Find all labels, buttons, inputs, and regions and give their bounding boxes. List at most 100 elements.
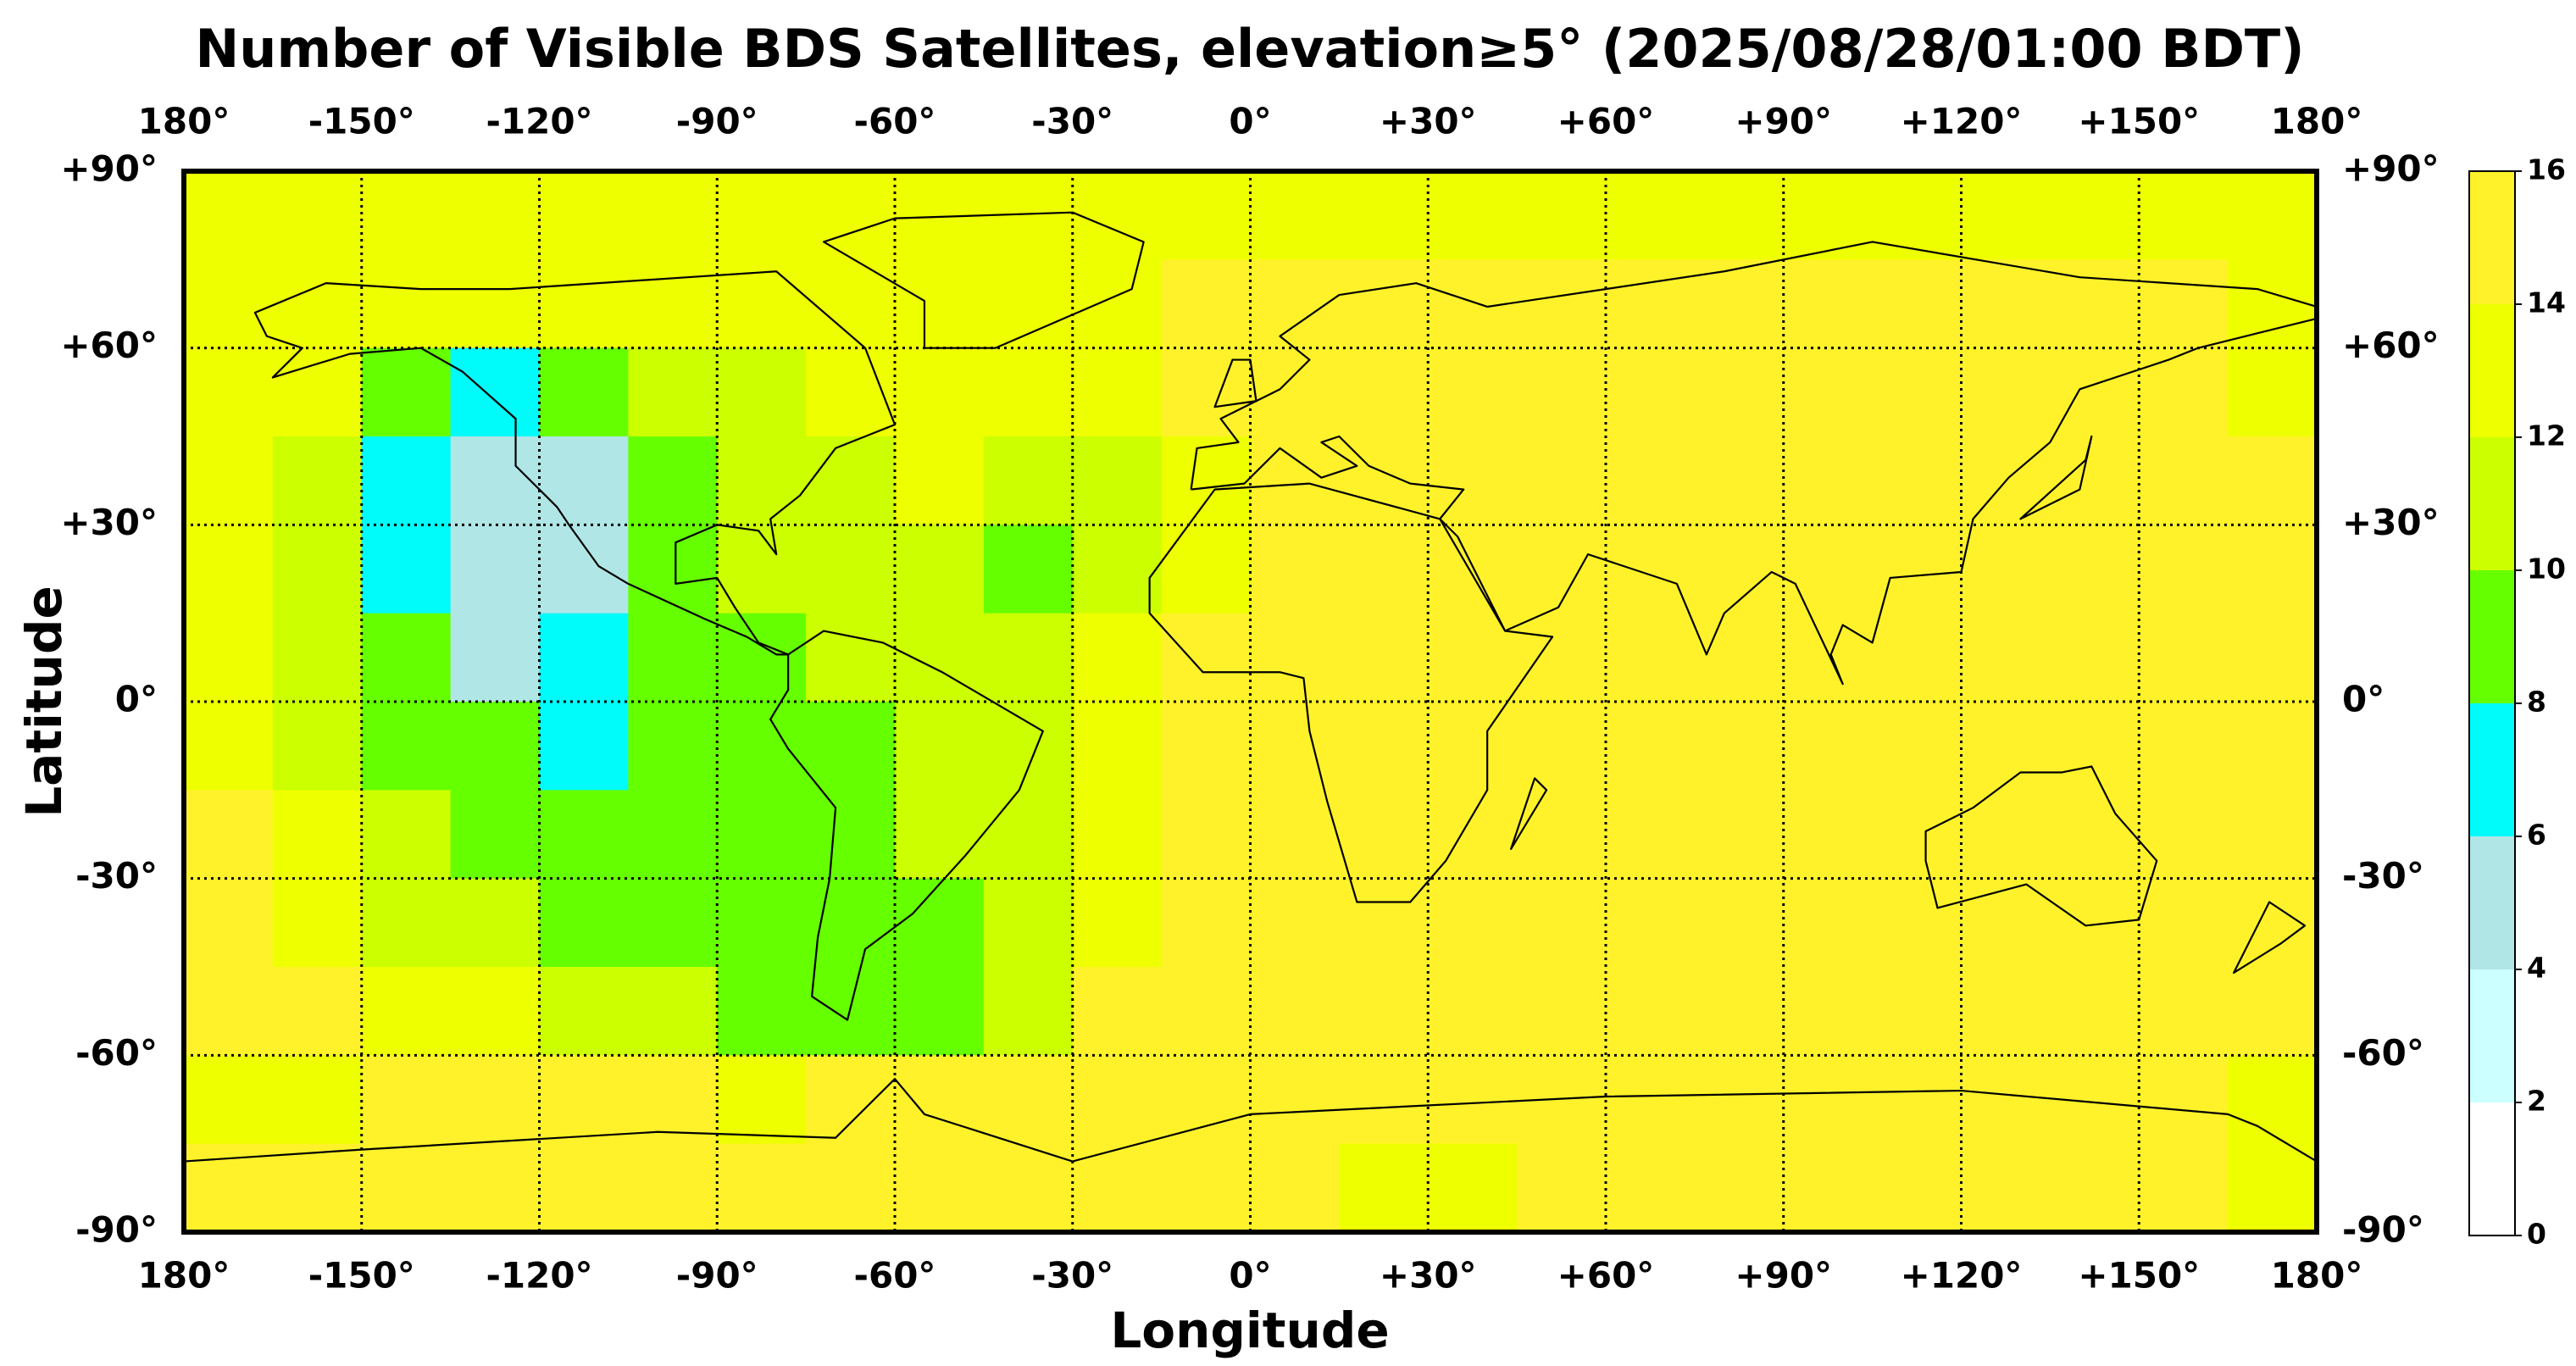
cell xyxy=(2228,436,2318,525)
cell xyxy=(1339,790,1429,880)
cell xyxy=(1072,878,1163,968)
cell xyxy=(1161,525,1252,614)
cell xyxy=(1428,967,1518,1056)
x-tick-label: +90° xyxy=(1735,101,1832,142)
cell xyxy=(2050,702,2140,791)
cell xyxy=(2139,1143,2229,1233)
cell xyxy=(361,878,452,968)
cell xyxy=(983,702,1074,791)
cell xyxy=(983,1143,1074,1233)
x-tick-label: +150° xyxy=(2078,101,2200,142)
map-frame xyxy=(181,169,2319,1235)
cell xyxy=(1517,347,1607,437)
tick-labels: 180° 180° -150° -150° -120° -120° -90° -90° -60°… xyxy=(60,101,2439,1297)
cell xyxy=(1872,1055,1963,1145)
cell xyxy=(1339,1143,1429,1233)
cell xyxy=(1072,259,1163,349)
cell xyxy=(1961,790,2051,880)
cell xyxy=(717,613,807,702)
cell xyxy=(1072,1143,1163,1233)
cell xyxy=(450,1143,541,1233)
colorbar-bin xyxy=(2469,969,2515,1102)
cell xyxy=(1872,702,1963,791)
cell xyxy=(539,702,629,791)
y-tick-label: -30° xyxy=(75,855,158,897)
cell xyxy=(450,613,541,702)
cell xyxy=(184,436,274,525)
cell xyxy=(450,525,541,614)
cell xyxy=(1694,1055,1785,1145)
cell xyxy=(2139,878,2229,968)
cell xyxy=(2139,702,2229,791)
cell xyxy=(450,702,541,791)
cell xyxy=(628,790,718,880)
cell xyxy=(1872,347,1963,437)
cell xyxy=(1161,790,1252,880)
cell xyxy=(628,1055,718,1145)
cell xyxy=(983,436,1074,525)
cell xyxy=(628,613,718,702)
cell xyxy=(2050,613,2140,702)
cell xyxy=(1517,171,1607,260)
cell xyxy=(1606,702,1696,791)
cell xyxy=(2139,171,2229,260)
cell xyxy=(1517,613,1607,702)
cell xyxy=(628,347,718,437)
y-tick-label: -60° xyxy=(75,1032,158,1074)
cell xyxy=(2228,1055,2318,1145)
cell xyxy=(628,1143,718,1233)
cell xyxy=(361,1143,452,1233)
cell xyxy=(1872,525,1963,614)
cell xyxy=(1961,878,2051,968)
cell xyxy=(1783,525,1874,614)
cell xyxy=(628,436,718,525)
cell xyxy=(1072,436,1163,525)
cell xyxy=(1339,967,1429,1056)
cell xyxy=(539,790,629,880)
cell xyxy=(2228,347,2318,437)
cell xyxy=(628,967,718,1056)
cell xyxy=(1250,1055,1340,1145)
cell xyxy=(361,436,452,525)
cell xyxy=(1339,347,1429,437)
cell xyxy=(2228,171,2318,260)
cell xyxy=(1606,347,1696,437)
cell xyxy=(1250,878,1340,968)
cell xyxy=(1072,1055,1163,1145)
cell xyxy=(1072,525,1163,614)
x-tick-label: +120° xyxy=(1901,1255,2023,1297)
cell xyxy=(1161,878,1252,968)
cell xyxy=(272,878,363,968)
cell xyxy=(450,967,541,1056)
cell xyxy=(1783,967,1874,1056)
x-tick-label: +150° xyxy=(2078,1255,2200,1297)
cell xyxy=(895,436,985,525)
cell xyxy=(983,613,1074,702)
cell xyxy=(1072,171,1163,260)
cell xyxy=(184,1055,274,1145)
cell xyxy=(1872,967,1963,1056)
cell xyxy=(450,259,541,349)
cell xyxy=(2050,436,2140,525)
y-tick-label: -90° xyxy=(75,1209,158,1251)
cell xyxy=(1606,878,1696,968)
cell xyxy=(895,878,985,968)
cell xyxy=(2228,1143,2318,1233)
cell xyxy=(1606,790,1696,880)
y-tick-label: +30° xyxy=(2342,502,2440,543)
coastline xyxy=(770,631,1043,1020)
cell xyxy=(806,436,896,525)
x-tick-label: +120° xyxy=(1901,101,2023,142)
cell xyxy=(539,878,629,968)
cell xyxy=(1517,878,1607,968)
x-tick-label: +30° xyxy=(1380,1255,1477,1297)
cell xyxy=(1961,171,2051,260)
cell xyxy=(895,790,985,880)
cell xyxy=(717,347,807,437)
cell xyxy=(2050,878,2140,968)
coastline xyxy=(255,271,895,654)
cell xyxy=(539,1055,629,1145)
cell xyxy=(1339,525,1429,614)
cell xyxy=(1783,878,1874,968)
